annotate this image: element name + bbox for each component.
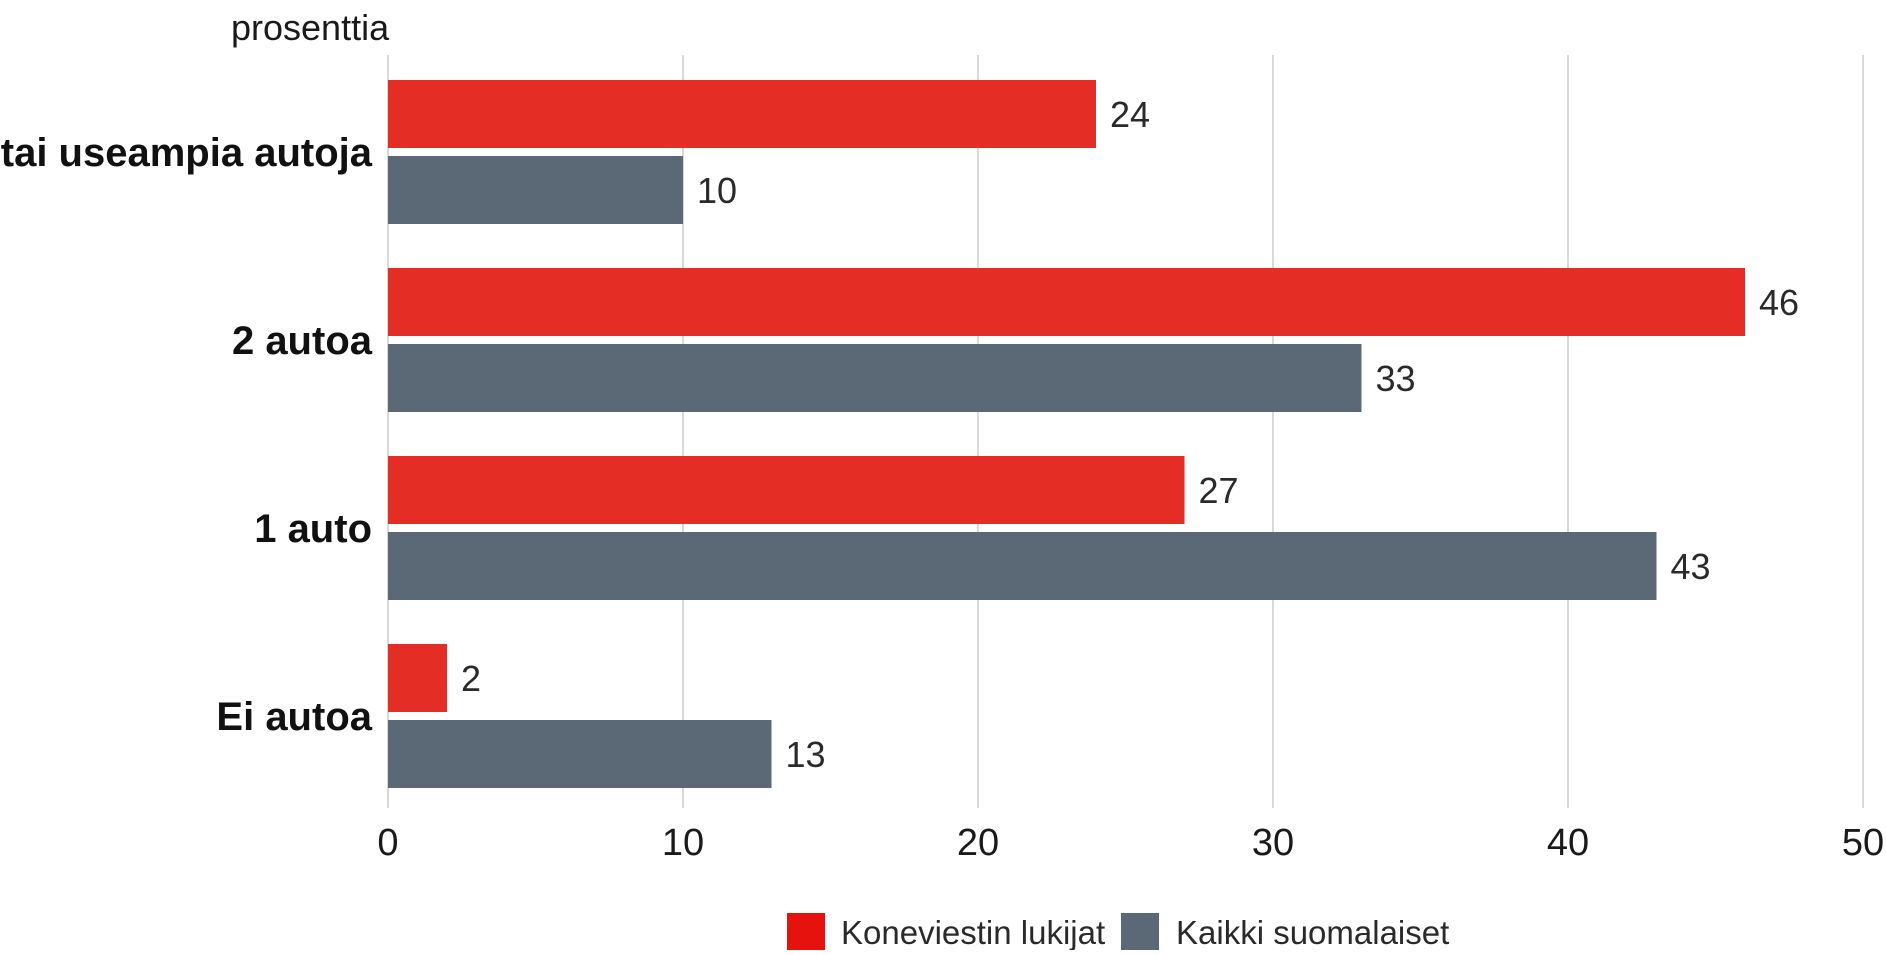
x-tick-label-20: 20: [957, 822, 999, 864]
labels: 0 10 20 30 40 50 24 10 3 tai useampia autoja 46 33…: [0, 94, 1884, 864]
value-label-ei-autoa-koneviestin-lukijat: 2: [461, 658, 481, 699]
category-label-2-autoa: 2 autoa: [232, 319, 373, 363]
legend-label-koneviestin-lukijat: Koneviestin lukijat: [841, 914, 1105, 950]
bars: [388, 80, 1745, 788]
legend-label-kaikki-suomalaiset: Kaikki suomalaiset: [1176, 914, 1449, 950]
bar-3-tai-useampia-autoja-kaikki-suomalaiset: [388, 156, 683, 224]
x-tick-label-30: 30: [1252, 822, 1294, 864]
bar-2-autoa-kaikki-suomalaiset: [388, 344, 1362, 412]
unit-label: prosenttia: [231, 7, 390, 48]
legend-swatch-kaikki-suomalaiset: [1121, 913, 1159, 951]
value-label-3-tai-useampia-autoja-koneviestin-lukijat: 24: [1110, 94, 1150, 135]
bar-1-auto-kaikki-suomalaiset: [388, 532, 1657, 600]
bar-ei-autoa-koneviestin-lukijat: [388, 644, 447, 712]
legend: Koneviestin lukijat Kaikki suomalaiset: [787, 913, 1449, 951]
category-label-ei-autoa: Ei autoa: [216, 695, 372, 739]
value-label-3-tai-useampia-autoja-kaikki-suomalaiset: 10: [697, 170, 737, 211]
value-label-ei-autoa-kaikki-suomalaiset: 13: [786, 734, 826, 775]
value-label-1-auto-koneviestin-lukijat: 27: [1199, 470, 1239, 511]
bar-3-tai-useampia-autoja-koneviestin-lukijat: [388, 80, 1096, 148]
legend-swatch-koneviestin-lukijat: [787, 913, 825, 951]
x-tick-label-50: 50: [1842, 822, 1884, 864]
value-label-2-autoa-koneviestin-lukijat: 46: [1759, 282, 1799, 323]
x-tick-label-40: 40: [1547, 822, 1589, 864]
bar-1-auto-koneviestin-lukijat: [388, 456, 1185, 524]
bar-ei-autoa-kaikki-suomalaiset: [388, 720, 772, 788]
x-tick-label-10: 10: [662, 822, 704, 864]
category-label-3-tai-useampia-autoja: 3 tai useampia autoja: [0, 131, 373, 175]
x-tick-label-0: 0: [377, 822, 398, 864]
value-label-1-auto-kaikki-suomalaiset: 43: [1671, 546, 1711, 587]
category-label-1-auto: 1 auto: [254, 507, 372, 551]
bar-2-autoa-koneviestin-lukijat: [388, 268, 1745, 336]
value-label-2-autoa-kaikki-suomalaiset: 33: [1376, 358, 1416, 399]
